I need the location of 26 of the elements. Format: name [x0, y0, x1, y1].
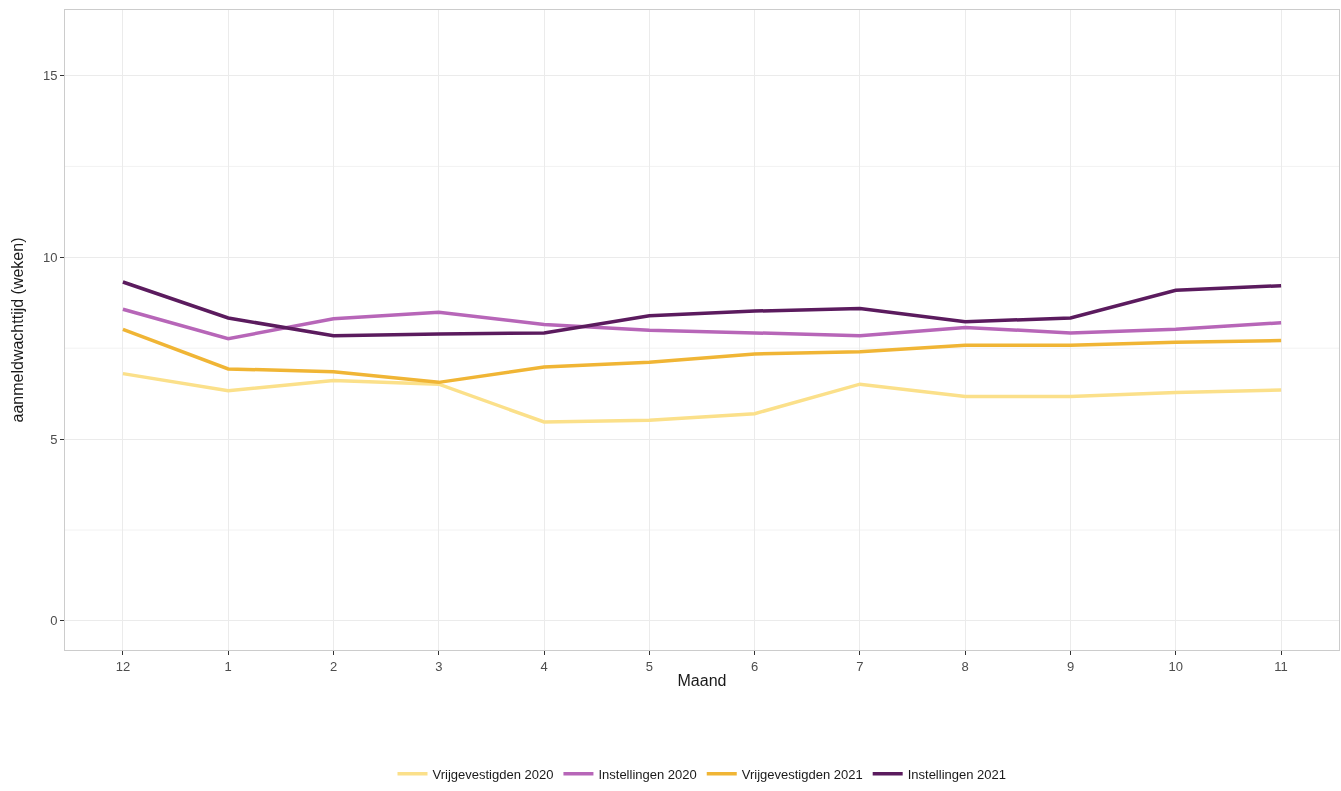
legend-label: Vrijgevestigden 2020 — [432, 766, 554, 782]
x-tick-label: 6 — [751, 658, 759, 674]
y-tick-label: 10 — [42, 249, 58, 265]
y-tick-label: 5 — [50, 431, 58, 447]
x-tick-label: 12 — [115, 658, 131, 674]
x-tick-label: 10 — [1168, 658, 1184, 674]
y-tick-label: 0 — [50, 613, 58, 629]
x-axis-title: Maand — [677, 672, 727, 690]
x-tick-label: 4 — [540, 658, 548, 674]
x-tick-label: 1 — [224, 658, 232, 674]
x-tick-label: 5 — [645, 658, 653, 674]
line-series — [121, 327, 1283, 385]
x-tick-label: 11 — [1274, 658, 1288, 674]
y-tick-label: 15 — [42, 68, 58, 83]
y-axis-title: aanmeldwachttijd (weken) — [8, 237, 26, 423]
x-tick-label: 8 — [961, 658, 969, 674]
legend-label: Vrijgevestigden 2021 — [741, 766, 863, 782]
x-tick-label: 9 — [1066, 658, 1075, 674]
line-series — [121, 371, 1283, 424]
x-tick-label: 3 — [435, 658, 443, 674]
legend-label: Instellingen 2021 — [907, 766, 1006, 782]
x-tick-label: 7 — [856, 658, 864, 674]
legend-label: Instellingen 2020 — [598, 766, 697, 782]
line-series — [121, 280, 1283, 338]
line-series — [121, 307, 1283, 341]
x-tick-label: 2 — [329, 658, 338, 674]
